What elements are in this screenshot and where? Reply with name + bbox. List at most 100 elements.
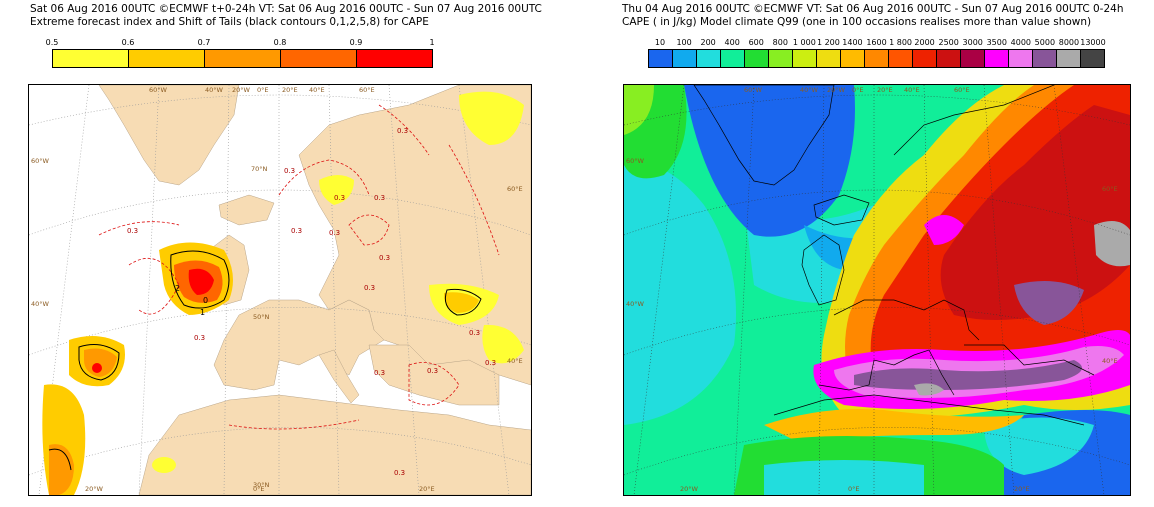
colorbar-segment [721,50,745,67]
colorbar-segment [1033,50,1057,67]
colorbar-label: 3000 [962,38,983,47]
colorbar-label: 1 800 [889,38,912,47]
colorbar-label: 600 [748,38,764,47]
cape-zone-purple-east [1014,281,1084,325]
colorbar-label: 100 [676,38,692,47]
colorbar-label: 3500 [986,38,1007,47]
colorbar-segment [961,50,985,67]
geo-label-right: 60°E [1102,185,1118,193]
colorbar-label: 1400 [842,38,863,47]
geo-label-top: 40°W [800,86,818,94]
cape-title-line2: CAPE ( in J/kg) Model climate Q99 (one i… [622,16,1092,28]
geo-label-left: 40°W [626,300,644,308]
efi-contour-label: 0.3 [469,329,480,337]
colorbar-segment [841,50,865,67]
colorbar-label: 5000 [1034,38,1056,47]
cape-band-cyan-southeast [984,417,1094,475]
cape-climate-panel: Thu 04 Aug 2016 00UTC ©ECMWF VT: Sat 06 … [577,0,1154,507]
colorbar-segment [793,50,817,67]
geo-label-right: 40°E [1102,357,1118,365]
colorbar-segment [817,50,841,67]
sot-contour-label: 1 [200,308,205,317]
cape-band-lime [624,85,654,135]
cape-zone-grey-med [914,383,944,396]
cape-band-cyan-left [624,163,736,425]
efi-contour-label: 0.3 [334,194,345,202]
colorbar-label: 4000 [1010,38,1031,47]
geo-label-lat: 70°N [251,165,268,173]
efi-map[interactable]: 0.3 0.3 0.3 0.3 0.3 0.3 0.3 0.3 0.3 0.3 0.3 0.3 0.3 0… [28,84,532,496]
geo-label-bottom: 0°E [253,485,265,493]
geo-label-top: 60°E [359,86,375,94]
colorbar-segment [129,50,205,67]
colorbar-label: 1600 [866,38,887,47]
cape-band-blue-greenland [684,85,855,237]
efi-region-atlantic-core [84,348,117,377]
geo-label-right: 60°E [507,185,523,193]
colorbar-segment [649,50,673,67]
efi-region-russia-core [443,292,479,313]
geo-label-lat: 30°N [253,481,270,489]
cape-map[interactable]: 60°W 40°W 20°W 0°E 20°E 40°E 60°E 60°W 40°W 60°E 4… [623,84,1131,496]
efi-region-tail-core [49,444,74,495]
geo-label-top: 60°E [954,86,970,94]
colorbar-segment [281,50,357,67]
geo-label-top: 0°E [852,86,864,94]
efi-contour-label: 0.3 [374,194,385,202]
geo-label-top: 40°W [205,86,223,94]
efi-title-line1: Sat 06 Aug 2016 00UTC ©ECMWF t+0-24h VT:… [30,3,542,15]
cape-zone-orange-africa [764,409,1024,440]
efi-region-northeast [459,91,524,145]
geo-label-bottom: 20°E [419,485,435,493]
colorbar-segment [53,50,129,67]
colorbar-segment [745,50,769,67]
colorbar-segment [205,50,281,67]
colorbar-label: 2000 [914,38,935,47]
efi-region-ireland-core [188,268,214,295]
colorbar-label: 0.9 [349,38,363,47]
geo-label-top: 60°W [149,86,167,94]
colorbar-segment [673,50,697,67]
balkans-land [368,344,500,406]
cape-title-line1: Thu 04 Aug 2016 00UTC ©ECMWF VT: Sat 06 … [622,3,1124,15]
cape-zone-purple-med [854,360,1082,390]
geo-label-top: 20°W [827,86,845,94]
colorbar-segment [985,50,1009,67]
colorbar-label: 0.5 [45,38,59,47]
geo-label-bottom: 20°E [1014,485,1030,493]
colorbar-label: 8000 [1058,38,1080,47]
geo-label-right: 40°E [507,357,523,365]
colorbar-segment [889,50,913,67]
colorbar-label: 1 [429,38,435,47]
geo-label-bottom: 20°W [85,485,103,493]
colorbar-segment [1009,50,1033,67]
efi-contour-label: 0.3 [329,229,340,237]
geo-label-bottom: 0°E [848,485,860,493]
efi-title-line2: Extreme forecast index and Shift of Tail… [30,16,429,28]
efi-contour-label: 0.3 [379,254,390,262]
italy-land [318,349,360,404]
geo-label-lat: 50°N [253,313,270,321]
geo-label-top: 40°E [904,86,920,94]
geo-label-top: 20°E [282,86,298,94]
geo-label-top: 20°W [232,86,250,94]
colorbar-segment [937,50,961,67]
colorbar-label: 0.7 [197,38,211,47]
efi-region-east [482,324,524,364]
geo-label-top: 20°E [877,86,893,94]
cape-colorbar [648,49,1105,68]
geo-label-left: 40°W [31,300,49,308]
cape-zone-grey-east [1094,221,1130,267]
geo-label-left: 60°W [626,157,644,165]
efi-contour-label: 0.3 [194,334,205,342]
cape-zone-cyan-africa [764,460,924,495]
efi-contour-label: 0.3 [284,167,295,175]
colorbar-label: 1 200 [816,38,840,47]
cape-zone-magenta-north [924,215,964,245]
colorbar-label: 0.6 [121,38,135,47]
efi-contour-label: 0.3 [397,127,408,135]
colorbar-segment [1057,50,1081,67]
cape-zone-darkred [940,105,1130,320]
geo-label-bottom: 20°W [680,485,698,493]
colorbar-label: 13000 [1080,38,1106,47]
